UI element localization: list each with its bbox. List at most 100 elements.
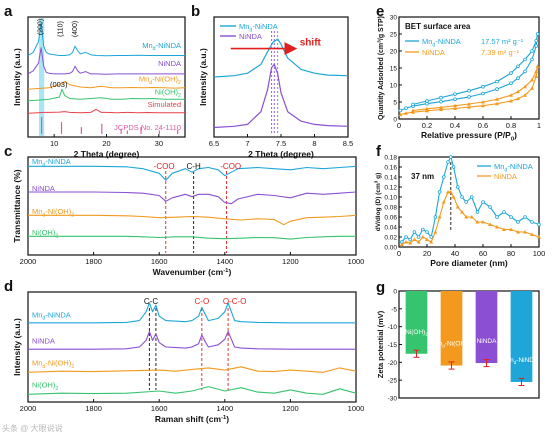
series-mnoh-point: [464, 215, 469, 219]
series-mn-point: [416, 235, 421, 239]
series-line-mn: [28, 165, 357, 181]
series-mnoh-point: [523, 93, 527, 97]
legend-label: Mnd-NiNDA: [422, 37, 461, 48]
category-label: NiNDA: [477, 338, 498, 345]
series-mn-point: [408, 237, 413, 242]
series-mnoh-point: [446, 190, 450, 194]
x-tick-label: 7: [245, 139, 249, 148]
series-mn-point: [509, 71, 513, 75]
x-tick-label: 0.4: [450, 121, 460, 130]
x-tick-label: 40: [451, 249, 459, 258]
series-mn-point: [433, 215, 438, 219]
y-tick-label: 0.10: [384, 195, 397, 202]
series-mnoh-point: [398, 112, 403, 117]
y-tick-label: 0.04: [384, 225, 397, 232]
series-mn-point: [412, 230, 417, 234]
series-mn-point: [509, 81, 513, 86]
y-tick-label: 0: [393, 289, 397, 296]
series-mnoh-point: [516, 230, 520, 234]
x-tick-label: 1600: [151, 257, 168, 266]
series-mnoh-point: [399, 242, 404, 246]
series-mn-point: [495, 87, 499, 91]
series-mnoh-point: [404, 240, 408, 244]
x-tick-label: 60: [479, 249, 487, 258]
series-mnoh-point: [451, 195, 456, 199]
series-mn-point: [448, 155, 453, 159]
bar: [475, 291, 498, 364]
x-tick-label: 30: [155, 139, 163, 148]
series-mnoh-point: [502, 227, 506, 231]
series-line-mnoh: [401, 191, 540, 245]
panel-letter: e: [376, 3, 384, 20]
series-line-mnoh: [27, 81, 186, 90]
x-tick-label: 1600: [151, 404, 168, 413]
x-axis-label: Raman shift (cm-1): [155, 414, 229, 424]
peak-annotation: C-O: [195, 297, 210, 306]
y-axis-label: dV/dlog (D) (cm3 g): [374, 173, 382, 232]
series-mn-point: [534, 44, 538, 48]
series-line-nioh: [28, 235, 356, 240]
y-tick-label: 5: [393, 100, 397, 107]
panel-letter: b: [191, 3, 200, 20]
series-mnoh-point: [425, 106, 429, 111]
series-label: Ni(OH)2: [32, 228, 58, 239]
series-mn-point: [516, 64, 520, 69]
series-mn-point: [451, 165, 456, 169]
x-tick-label: 20: [102, 139, 110, 148]
x-tick-label: 0.2: [422, 121, 432, 130]
bar: [405, 291, 428, 354]
series-mnoh-point: [448, 190, 453, 194]
x-axis-label: Pore diameter (nm): [430, 258, 508, 268]
panel-letter: f: [376, 143, 382, 160]
bar: [510, 291, 533, 382]
value-label: -20.9: [444, 351, 459, 358]
panel-letter: g: [376, 279, 385, 296]
series-mnoh-point: [516, 89, 520, 94]
series-mn-point: [537, 222, 541, 227]
series-mn-point: [469, 195, 474, 199]
series-label: Simulated: [148, 100, 181, 109]
series-mnoh-point: [481, 220, 485, 224]
x-tick-label: 1400: [216, 404, 233, 413]
series-mn-point: [404, 235, 408, 239]
y-tick-label: 25: [390, 32, 398, 39]
x-tick-label: 0.8: [506, 121, 516, 130]
x-tick-label: 8: [312, 139, 316, 148]
y-tick-label: 0.18: [384, 155, 397, 162]
series-mnoh-point: [530, 86, 534, 90]
jcpds-label: JCPDS No. 24-1110: [114, 123, 181, 132]
series-label: NiNDA: [32, 337, 55, 346]
series-mnoh-point: [453, 103, 457, 108]
x-tick-label: 1200: [282, 404, 299, 413]
series-mn-point: [516, 76, 520, 80]
series-mnoh-point: [530, 77, 534, 82]
series-mnoh-point: [481, 103, 485, 108]
x-tick-label: 1400: [216, 257, 233, 266]
x-axis-label: 2 Theta (degree): [248, 149, 314, 159]
value-label: -25.5: [514, 367, 529, 374]
category-label: Ni(OH)2: [405, 329, 428, 337]
series-mnoh-point: [495, 97, 499, 101]
series-mn-point: [398, 108, 403, 113]
series-line-mn: [401, 156, 540, 243]
y-axis-label: Transmittance (%): [12, 169, 22, 242]
x-tick-label: 1800: [85, 404, 102, 413]
chart-title: BET surface area: [405, 22, 471, 31]
series-mn-point: [437, 190, 442, 194]
series-mn-point: [425, 230, 429, 234]
y-tick-label: -10: [388, 324, 398, 331]
series-mnoh-point: [475, 220, 480, 224]
peak-label: (400): [72, 21, 79, 37]
peak-label: (003): [50, 80, 68, 89]
x-tick-label: 1800: [85, 257, 102, 266]
series-label: Ni(OH)2: [155, 88, 181, 99]
series-label: NiNDA: [158, 59, 181, 68]
y-tick-label: -30: [388, 396, 398, 403]
y-tick-label: 15: [390, 66, 398, 73]
series-line-nioh: [27, 386, 357, 395]
x-tick-label: 10: [50, 139, 58, 148]
series-line-mn: [213, 38, 349, 78]
series-mn-point: [453, 92, 457, 96]
series-mn-point: [495, 79, 499, 84]
